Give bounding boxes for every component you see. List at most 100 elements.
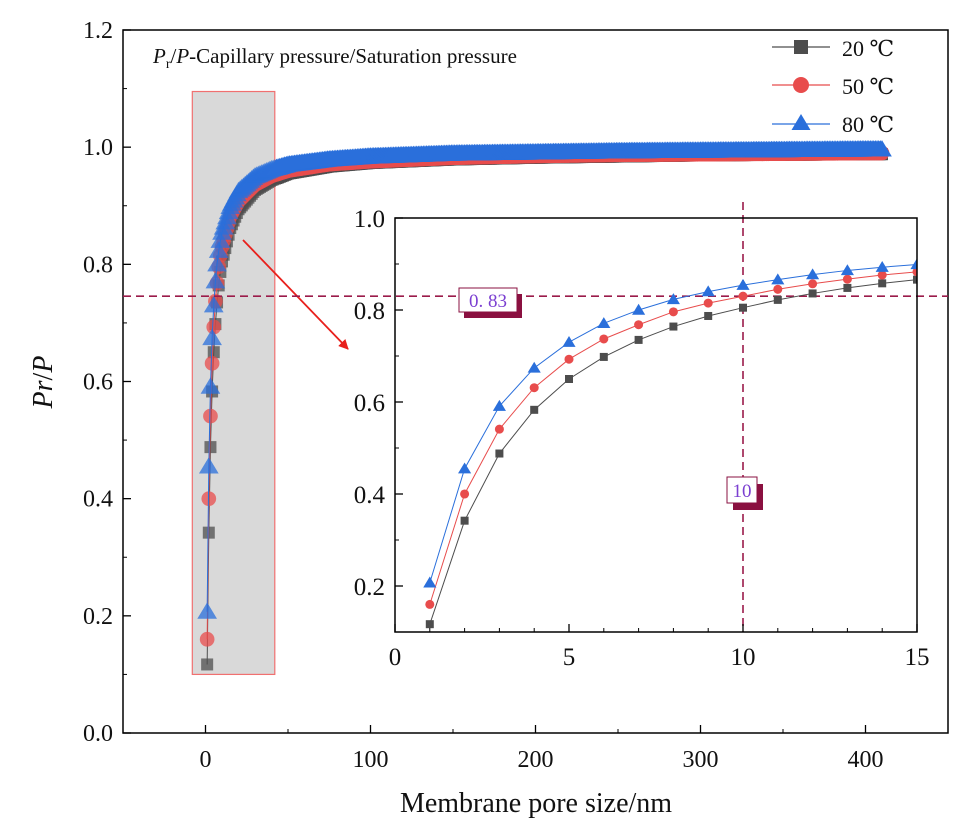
main-point-2-409 — [872, 140, 892, 157]
main-point-1-4 — [206, 319, 222, 335]
inset-point-0-2 — [495, 449, 504, 458]
inset-point-0-11 — [808, 289, 817, 298]
main-point-2-5 — [205, 271, 226, 289]
ref-label-10-text: 10 — [733, 481, 752, 502]
inset-point-2-8 — [701, 285, 715, 297]
inset-point-1-14 — [912, 267, 917, 277]
main-point-2-4 — [203, 295, 224, 313]
y-tick-label: 0.4 — [83, 487, 113, 513]
inset-point-1-8 — [703, 298, 713, 308]
legend-label-80c: 80 ℃ — [842, 112, 894, 137]
inset-point-2-6 — [632, 303, 646, 315]
legend: 20 ℃ 50 ℃ 80 ℃ — [772, 36, 894, 137]
inset-x-tick-label: 15 — [905, 644, 930, 671]
inset-ticks: 0 5 10 15 0.2 0.4 0.6 0.8 1.0 — [354, 206, 930, 671]
inset-y-tick-label: 1.0 — [354, 206, 385, 233]
zoom-arrow — [242, 239, 349, 350]
y-tick-label: 0.2 — [83, 604, 113, 630]
inset-point-2-5 — [597, 317, 611, 329]
legend-triangle-marker — [791, 114, 811, 130]
inset-point-0-5 — [599, 352, 608, 361]
main-point-0-4 — [207, 346, 220, 359]
inset-x-tick-label: 5 — [563, 644, 576, 671]
inset-plot: 0 5 10 15 0.2 0.4 0.6 0.8 1.0 0. 83 10 — [123, 202, 948, 671]
main-point-2-7 — [208, 241, 229, 258]
main-point-1-2 — [203, 408, 218, 424]
inset-y-tick-label: 0.6 — [354, 390, 385, 417]
x-tick-label: 100 — [353, 747, 389, 773]
inset-point-0-14 — [913, 275, 917, 284]
legend-item-20c: 20 ℃ — [772, 36, 894, 61]
legend-label-20c: 20 ℃ — [842, 36, 894, 61]
legend-label-50c: 50 ℃ — [842, 74, 894, 99]
main-point-1-3 — [204, 355, 220, 371]
ref-label-083-box — [458, 287, 518, 313]
x-tick-label: 300 — [683, 747, 719, 773]
inset-point-2-14 — [910, 258, 917, 270]
inset-point-2-3 — [527, 361, 541, 373]
inset-point-1-4 — [564, 354, 574, 364]
inset-reference-lines — [123, 202, 948, 632]
main-point-1-0 — [199, 631, 215, 647]
inset-point-2-0 — [423, 576, 437, 588]
inset-point-0-0 — [425, 620, 434, 629]
inset-point-2-1 — [458, 462, 472, 474]
annotation-text: Pr/P-Capillary pressure/Saturation press… — [152, 44, 517, 72]
inset-background — [395, 218, 917, 632]
inset-y-tick-label: 0.4 — [354, 482, 386, 509]
inset-point-1-11 — [808, 279, 818, 289]
inset-point-0-7 — [669, 322, 678, 331]
inset-point-1-2 — [494, 424, 504, 434]
inset-point-1-3 — [529, 383, 539, 393]
inset-point-0-10 — [773, 295, 782, 304]
inset-point-2-7 — [666, 293, 680, 305]
main-point-2-6 — [207, 254, 227, 272]
legend-circle-marker — [793, 77, 809, 93]
legend-square-marker — [794, 40, 808, 54]
inset-point-1-5 — [599, 334, 609, 344]
inset-point-0-6 — [634, 335, 643, 344]
main-point-2-3 — [202, 328, 222, 346]
inset-y-tick-label: 0.2 — [354, 574, 385, 601]
inset-series-group — [423, 258, 917, 629]
y-axis-title: Pr/P — [28, 356, 59, 410]
inset-x-tick-label: 10 — [731, 644, 756, 671]
inset-point-1-10 — [773, 284, 783, 294]
inset-point-2-2 — [492, 399, 506, 411]
inset-point-2-12 — [840, 264, 854, 276]
main-point-2-1 — [198, 457, 219, 474]
x-axis-title: Membrane pore size/nm — [400, 788, 672, 819]
y-tick-label: 1.0 — [83, 135, 113, 161]
inset-point-2-11 — [806, 268, 820, 280]
inset-point-1-7 — [668, 307, 678, 317]
main-point-2-2 — [200, 377, 221, 394]
inset-point-0-9 — [739, 303, 747, 312]
y-tick-label: 0.8 — [83, 252, 113, 278]
inset-x-tick-label: 0 — [389, 644, 402, 671]
inset-point-0-1 — [460, 516, 469, 525]
inset-point-2-13 — [875, 260, 889, 272]
inset-point-0-8 — [704, 311, 713, 320]
main-point-2-0 — [197, 602, 217, 619]
inset-point-0-12 — [843, 283, 852, 292]
inset-point-2-10 — [771, 273, 785, 285]
inset-point-0-4 — [565, 375, 573, 383]
legend-item-50c: 50 ℃ — [772, 74, 894, 99]
x-tick-label: 0 — [200, 747, 212, 773]
inset-point-2-9 — [736, 278, 750, 290]
main-point-0-0 — [201, 658, 214, 671]
y-tick-label: 1.2 — [83, 18, 113, 44]
inset-point-1-9 — [738, 291, 748, 301]
ref-label-083-text: 0. 83 — [469, 291, 507, 312]
inset-point-1-0 — [425, 599, 435, 609]
y-tick-label: 0.0 — [83, 721, 113, 747]
x-tick-label: 400 — [848, 747, 884, 773]
main-series-group — [197, 140, 892, 671]
inset-point-1-1 — [460, 489, 470, 499]
inset-point-1-12 — [842, 274, 852, 284]
inset-plot-frame — [394, 217, 918, 633]
inset-y-tick-label: 0.8 — [354, 298, 385, 325]
